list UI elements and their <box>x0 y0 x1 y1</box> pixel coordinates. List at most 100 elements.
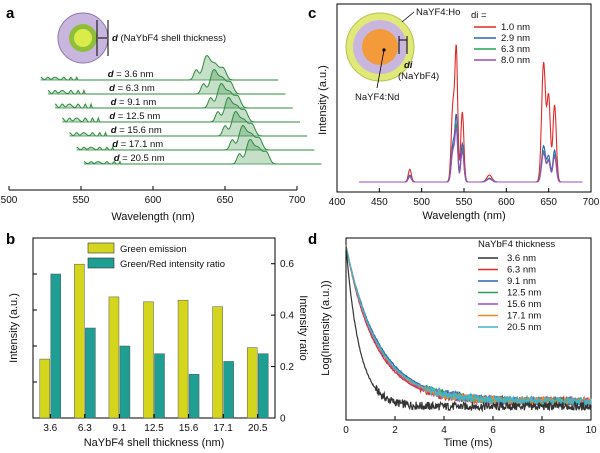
bar-ratio <box>257 353 269 419</box>
panel-d-x-tick-label: 10 <box>585 425 597 436</box>
panel-b-ticks: 3.6 6.3 9.1 12.5 15.6 17.1 20.5 0 0.2 0.4 0.6 <box>33 259 294 434</box>
legend-entry: 15.6 nm <box>507 299 541 310</box>
panel-c-x-label: Wavelength (nm) <box>422 210 505 222</box>
panel-c-legend-title: di = <box>471 10 487 21</box>
panel-c: 400 450 500 550 600 650 700 Intensity (a.u.) W… <box>317 3 600 222</box>
panel-b-x-tick-label: 12.5 <box>144 423 164 434</box>
decay-line-36 <box>345 246 592 413</box>
spectrum-label: d = 12.5 nm <box>109 111 160 122</box>
bar-ratio <box>154 353 165 419</box>
spectrum-fill <box>40 55 279 80</box>
legend-entry: 17.1 nm <box>507 311 541 322</box>
panel-b-y-tick-label-right: 0.2 <box>280 362 294 373</box>
spectrum-trace: d = 6.3 nm <box>47 68 286 95</box>
panel-d-x-tick-label: 4 <box>441 425 447 436</box>
spectrum-line <box>54 82 293 109</box>
panel-a-tick-label: 600 <box>145 195 162 206</box>
spectrum-line <box>47 68 286 95</box>
panel-c-x-tick-label: 700 <box>583 197 600 208</box>
panel-label-b: b <box>6 231 15 248</box>
panel-b: 3.6 6.3 9.1 12.5 15.6 17.1 20.5 0 0.2 0.4 0.6 Inte… <box>8 237 309 449</box>
bar-green-emission <box>39 358 51 419</box>
core-shell-schematic <box>57 12 109 64</box>
spectrum-trace: d = 20.5 nm <box>83 138 322 165</box>
spectrum-fill <box>55 83 293 108</box>
panel-c-y-label: Intensity (a.u.) <box>317 65 329 135</box>
panel-c-spectra <box>359 44 583 183</box>
legend-entry: 2.9 nm <box>501 33 530 44</box>
spectrum-line <box>62 96 300 123</box>
panel-c-x-tick-label: 500 <box>413 197 430 208</box>
legend-entry: 8.0 nm <box>501 55 530 66</box>
spectrum-label: d = 17.1 nm <box>112 139 163 150</box>
panel-a-tick-label: 700 <box>289 195 306 206</box>
panel-b-x-label: NaYbF4 shell thickness (nm) <box>84 437 225 449</box>
legend-entry: 9.1 nm <box>507 276 536 287</box>
spectrum-trace: d = 9.1 nm <box>54 82 293 109</box>
bar-green-emission <box>143 301 154 419</box>
panel-c-x-tick-label: 600 <box>498 197 515 208</box>
legend-entry: 6.3 nm <box>501 44 530 55</box>
panel-d-legend: NaYbF4 thickness 3.6 nm6.3 nm9.1 nm12.5 … <box>478 239 555 333</box>
bar-ratio <box>50 273 62 419</box>
panel-a-x-axis: 500 550 600 650 700 <box>1 186 306 206</box>
spectrum-fill <box>47 69 286 94</box>
legend-green-emission: Green emission <box>120 244 187 255</box>
bar-ratio <box>119 345 131 419</box>
panel-b-bars <box>39 263 269 419</box>
legend-entry: 6.3 nm <box>507 265 536 276</box>
panel-b-x-tick-label: 3.6 <box>43 423 57 434</box>
panel-b-x-tick-label: 17.1 <box>213 423 233 434</box>
spectrum-fill <box>83 139 322 164</box>
panel-d-decays <box>345 245 592 413</box>
decay-line-125 <box>345 246 592 408</box>
spectrum-label: d = 3.6 nm <box>108 69 154 80</box>
decay-line-156 <box>345 246 592 408</box>
bar-green-emission <box>177 299 189 419</box>
legend-entry: 12.5 nm <box>507 288 541 299</box>
panel-c-schematic <box>345 11 415 89</box>
spectrum-label: d = 9.1 nm <box>111 97 157 108</box>
panel-label-c: c <box>308 5 316 22</box>
panel-a-tick-label: 550 <box>73 195 90 206</box>
panel-d-y-label: Log(Intensity (a.u.)) <box>320 280 332 375</box>
bar-green-emission <box>212 306 223 419</box>
legend-entry: 20.5 nm <box>507 322 541 333</box>
panel-b-y-tick-label-right: 0 <box>280 414 286 425</box>
panel-c-x-tick-label: 650 <box>540 197 557 208</box>
panel-d: 0 2 4 6 8 10 Log(Intensity (a.u.)) Time (ms) … <box>320 237 597 449</box>
panel-b-y-label-left: Intensity (a.u.) <box>8 293 20 363</box>
decay-line-91 <box>345 246 592 407</box>
spectrum-line-29 <box>359 113 583 183</box>
panel-c-x-tick-label: 550 <box>456 197 473 208</box>
panel-d-frame <box>345 237 592 421</box>
panel-label-d: d <box>308 231 317 248</box>
shell-thickness-annotation: d (NaYbF4 shell thickness) <box>112 33 226 44</box>
panel-a: d (NaYbF4 shell thickness) d = 3.6 nmd =… <box>1 12 322 223</box>
panel-c-legend: di = 1.0 nm2.9 nm6.3 nm8.0 nm <box>471 10 530 66</box>
panel-b-y-label-right: Intensity ratio <box>297 295 309 360</box>
spectrum-line-80 <box>359 127 583 183</box>
spectrum-trace: d = 15.6 nm <box>69 110 308 137</box>
decay-line-63 <box>345 246 592 407</box>
panel-b-x-tick-label: 20.5 <box>248 423 268 434</box>
ho-layer-label: NaYF4:Ho <box>416 7 460 18</box>
panel-a-spectra: d = 3.6 nm d = 6.3 nm d = 9.1 nm d = 12.5 n… <box>40 54 322 165</box>
panel-b-y-tick-label-right: 0.4 <box>280 311 294 322</box>
panel-d-x-tick-label: 8 <box>539 425 545 436</box>
decay-line-205 <box>345 246 592 408</box>
panel-c-x-tick-label: 450 <box>371 197 388 208</box>
legend-entry: 1.0 nm <box>501 22 530 33</box>
bar-ratio <box>223 361 234 419</box>
ybf-label: (NaYbF4) <box>398 71 439 82</box>
spectrum-fill <box>62 97 300 122</box>
panel-label-a: a <box>6 5 15 22</box>
spectrum-label: d = 15.6 nm <box>111 125 162 136</box>
bar-ratio <box>188 374 200 419</box>
panel-d-x-tick-label: 2 <box>392 425 398 436</box>
panel-b-y-tick-label-right: 0.6 <box>280 259 294 270</box>
panel-a-x-label: Wavelength (nm) <box>111 211 194 223</box>
spectrum-fill <box>76 125 315 150</box>
spectrum-line <box>69 110 308 137</box>
